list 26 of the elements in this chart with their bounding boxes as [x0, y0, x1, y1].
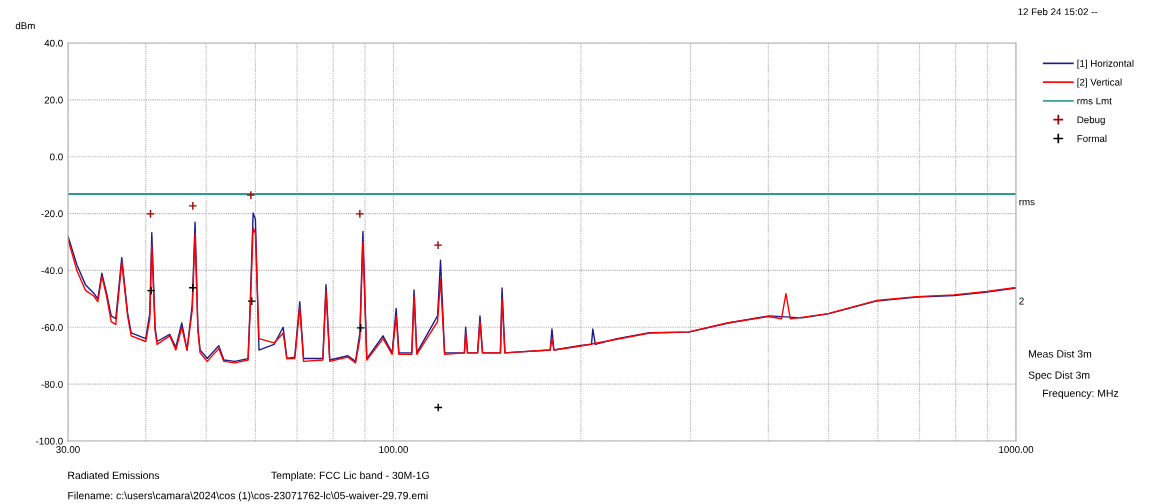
y-tick-label: -20.0	[41, 210, 63, 218]
legend-label: Debug	[1077, 116, 1105, 126]
text: Radiated Emissions	[68, 471, 160, 480]
legend-label: [1] Horizontal	[1077, 59, 1134, 69]
legend-label: rms Lmt	[1077, 97, 1112, 105]
y-tick-label: 40.0	[44, 39, 63, 47]
y-tick-label: -80.0	[41, 380, 63, 388]
x-tick-label: 1000.00	[999, 446, 1034, 453]
y-axis-title: dBm	[15, 22, 35, 30]
y-tick-label: -40.0	[41, 267, 63, 275]
text: Filename: c:\users\camara\2024\cos (1)\cos-23071762-lc\05-waiver-29.79.emi	[68, 491, 428, 502]
x-tick-label: 100.00	[379, 446, 408, 453]
y-tick-label: 20.0	[44, 96, 63, 104]
y-tick-label: -60.0	[41, 324, 63, 331]
x-axis-title: Frequency: MHz	[1043, 389, 1119, 399]
legend-label: Formal	[1077, 134, 1107, 142]
annotation: rms	[1019, 199, 1035, 206]
annotation: 2	[1019, 297, 1024, 305]
legend-label: [2] Vertical	[1077, 78, 1122, 88]
y-tick-label: -100.0	[36, 437, 63, 445]
text: Template: FCC Lic band - 30M-1G	[271, 471, 429, 482]
x-tick-label: 30.00	[56, 446, 80, 453]
text: Meas Dist 3m	[1028, 349, 1092, 358]
y-tick-label: 0.0	[50, 153, 63, 161]
text: Spec Dist 3m	[1028, 371, 1090, 381]
text: 12 Feb 24 15:02 --	[1018, 8, 1098, 16]
